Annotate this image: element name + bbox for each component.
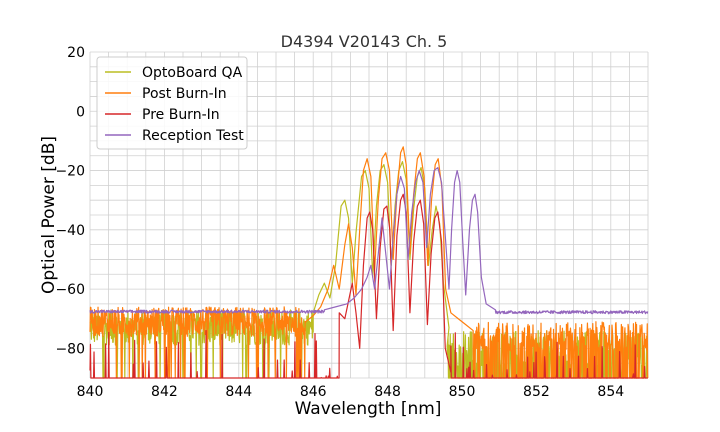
x-tick-label: 842 — [151, 384, 178, 400]
chart-title: D4394 V20143 Ch. 5 — [281, 32, 448, 51]
legend-label: OptoBoard QA — [142, 65, 243, 81]
x-tick-label: 848 — [374, 384, 401, 400]
legend: OptoBoard QA Post Burn-In Pre Burn-In Recep… — [96, 56, 248, 150]
x-axis-label: Wavelength [nm] — [295, 399, 442, 419]
x-tick-label: 844 — [225, 384, 252, 400]
series-layer — [89, 146, 649, 379]
series-line-pre-burn-in — [89, 193, 648, 379]
x-tick-label: 840 — [77, 384, 104, 400]
x-tick-label: 854 — [597, 384, 624, 400]
series-line-reception-test — [89, 166, 649, 315]
y-tick-label: −20 — [55, 164, 85, 180]
y-tick-label: −60 — [55, 282, 85, 298]
x-tick-label: 846 — [300, 384, 327, 400]
tick-labels: 840 842 844 846 848 850 852 854 20 0 −20 −40 −60 −80 — [55, 45, 624, 400]
legend-label: Pre Burn-In — [142, 107, 220, 123]
y-tick-label: −80 — [55, 341, 85, 357]
x-tick-label: 852 — [523, 384, 550, 400]
y-axis-label: Optical Power [dB] — [39, 136, 59, 294]
y-tick-label: 20 — [67, 45, 85, 61]
legend-label: Post Burn-In — [142, 86, 227, 102]
y-tick-label: 0 — [76, 104, 85, 120]
y-tick-label: −40 — [55, 223, 85, 239]
legend-box — [96, 56, 248, 150]
x-tick-label: 850 — [449, 384, 476, 400]
legend-label: Reception Test — [142, 128, 244, 144]
